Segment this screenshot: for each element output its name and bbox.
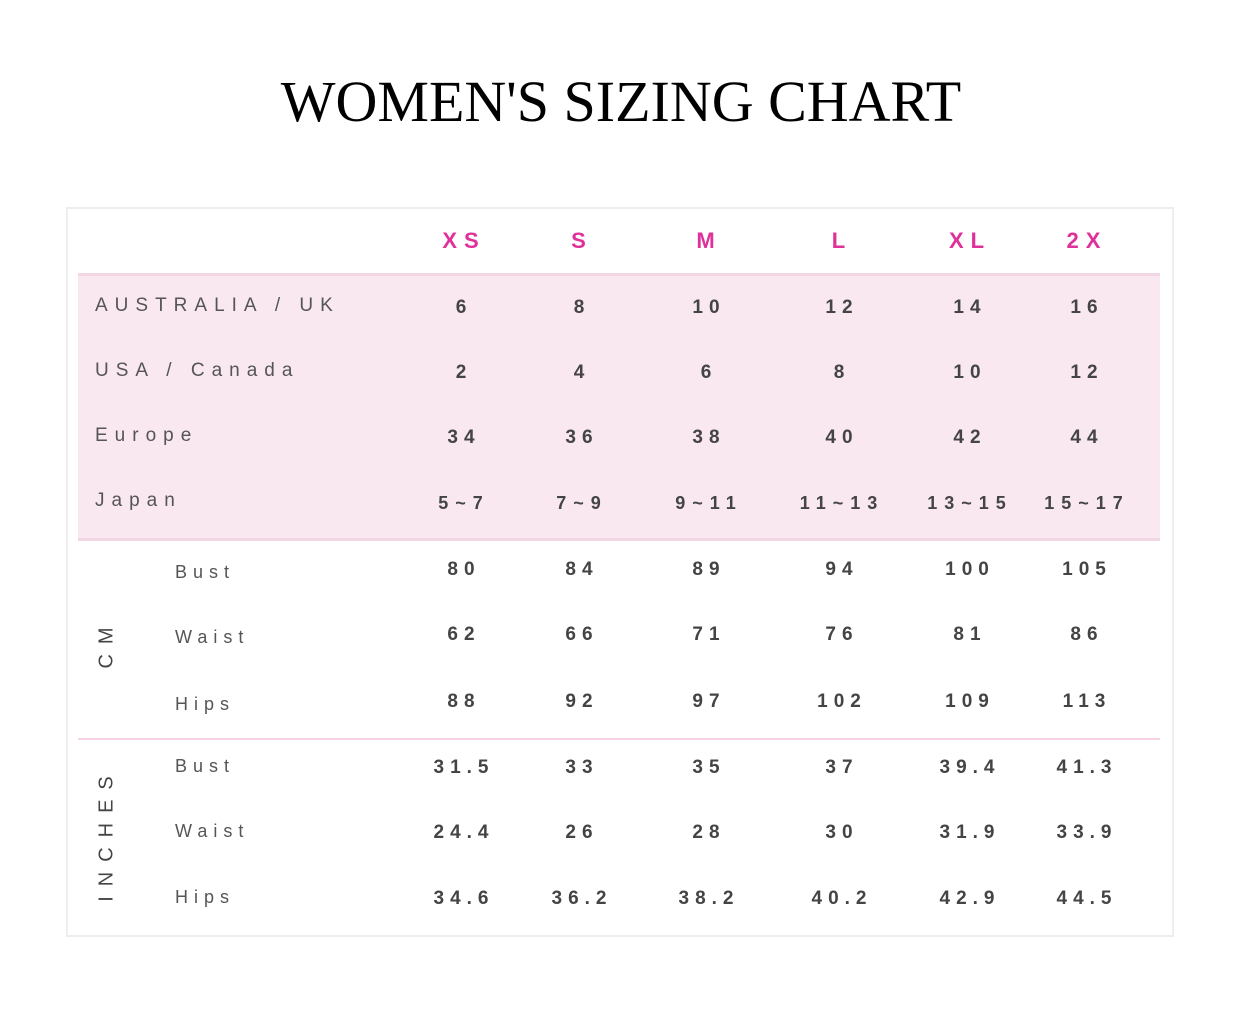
region-size-value: 6 (700, 362, 718, 383)
cm-measure-value: 97 (692, 691, 726, 712)
inches-measure-label: Bust (175, 756, 236, 776)
cm-measure-value: 62 (447, 624, 481, 645)
regional-sizes-band (78, 273, 1160, 541)
region-size-value: 11~13 (799, 493, 885, 513)
cm-measure-value: 81 (953, 624, 987, 645)
inches-measure-value: 44.5 (1056, 888, 1118, 909)
cm-measure-value: 100 (945, 559, 995, 580)
section-divider (78, 738, 1160, 740)
inches-measure-value: 40.2 (811, 888, 873, 909)
size-header-xl: XL (948, 228, 992, 253)
region-size-value: 36 (565, 427, 599, 448)
cm-measure-label: Bust (175, 562, 236, 582)
size-header-m: M (696, 228, 722, 253)
cm-measure-value: 71 (692, 624, 726, 645)
inches-measure-label: Waist (175, 821, 250, 841)
region-size-value: 9~11 (675, 493, 743, 513)
cm-measure-value: 102 (817, 691, 867, 712)
region-size-value: 12 (1070, 362, 1104, 383)
inches-measure-value: 42.9 (939, 888, 1001, 909)
cm-measure-value: 109 (945, 691, 995, 712)
inches-measure-value: 30 (825, 822, 859, 843)
region-size-value: 42 (953, 427, 987, 448)
cm-measure-value: 86 (1070, 624, 1104, 645)
inches-measure-value: 34.6 (433, 888, 495, 909)
region-label: AUSTRALIA / UK (95, 295, 340, 316)
inches-measure-value: 41.3 (1056, 757, 1118, 778)
cm-section-label: CM (95, 617, 118, 669)
region-size-value: 14 (953, 297, 987, 318)
inches-measure-value: 39.4 (939, 757, 1001, 778)
inches-measure-value: 33 (565, 757, 599, 778)
region-size-value: 44 (1070, 427, 1104, 448)
region-label: Japan (95, 490, 182, 511)
region-label: Europe (95, 425, 199, 446)
inches-measure-value: 38.2 (678, 888, 740, 909)
inches-measure-value: 36.2 (551, 888, 613, 909)
cm-measure-label: Waist (175, 627, 250, 647)
region-size-value: 10 (692, 297, 726, 318)
page-title: WOMEN'S SIZING CHART (280, 69, 962, 134)
inches-measure-value: 31.9 (939, 822, 1001, 843)
size-header-xs: XS (442, 228, 486, 253)
cm-measure-value: 84 (565, 559, 599, 580)
inches-measure-value: 37 (825, 757, 859, 778)
cm-measure-value: 66 (565, 624, 599, 645)
region-size-value: 2 (455, 362, 473, 383)
size-chart-frame (66, 207, 1174, 937)
region-size-value: 6 (455, 297, 473, 318)
cm-measure-value: 89 (692, 559, 726, 580)
inches-measure-label: Hips (175, 887, 236, 907)
size-header-2x: 2X (1066, 228, 1108, 253)
region-label: USA / Canada (95, 360, 300, 381)
region-size-value: 12 (825, 297, 859, 318)
inches-measure-value: 33.9 (1056, 822, 1118, 843)
region-size-value: 5~7 (438, 493, 490, 513)
cm-measure-value: 92 (565, 691, 599, 712)
size-header-l: L (831, 228, 853, 253)
inches-section-label: INCHES (95, 766, 118, 902)
cm-measure-value: 76 (825, 624, 859, 645)
region-size-value: 13~15 (927, 493, 1013, 513)
cm-measure-value: 80 (447, 559, 481, 580)
cm-measure-value: 88 (447, 691, 481, 712)
region-size-value: 10 (953, 362, 987, 383)
cm-measure-value: 113 (1062, 691, 1112, 712)
region-size-value: 7~9 (556, 493, 608, 513)
cm-measure-value: 94 (825, 559, 859, 580)
cm-measure-value: 105 (1062, 559, 1112, 580)
region-size-value: 16 (1070, 297, 1104, 318)
inches-measure-value: 26 (565, 822, 599, 843)
region-size-value: 38 (692, 427, 726, 448)
cm-measure-label: Hips (175, 694, 236, 714)
region-size-value: 15~17 (1044, 493, 1130, 513)
region-size-value: 4 (573, 362, 591, 383)
region-size-value: 40 (825, 427, 859, 448)
inches-measure-value: 24.4 (433, 822, 495, 843)
inches-measure-value: 35 (692, 757, 726, 778)
region-size-value: 8 (573, 297, 591, 318)
region-size-value: 8 (833, 362, 851, 383)
inches-measure-value: 31.5 (433, 757, 495, 778)
region-size-value: 34 (447, 427, 481, 448)
size-header-s: S (571, 228, 593, 253)
inches-measure-value: 28 (692, 822, 726, 843)
